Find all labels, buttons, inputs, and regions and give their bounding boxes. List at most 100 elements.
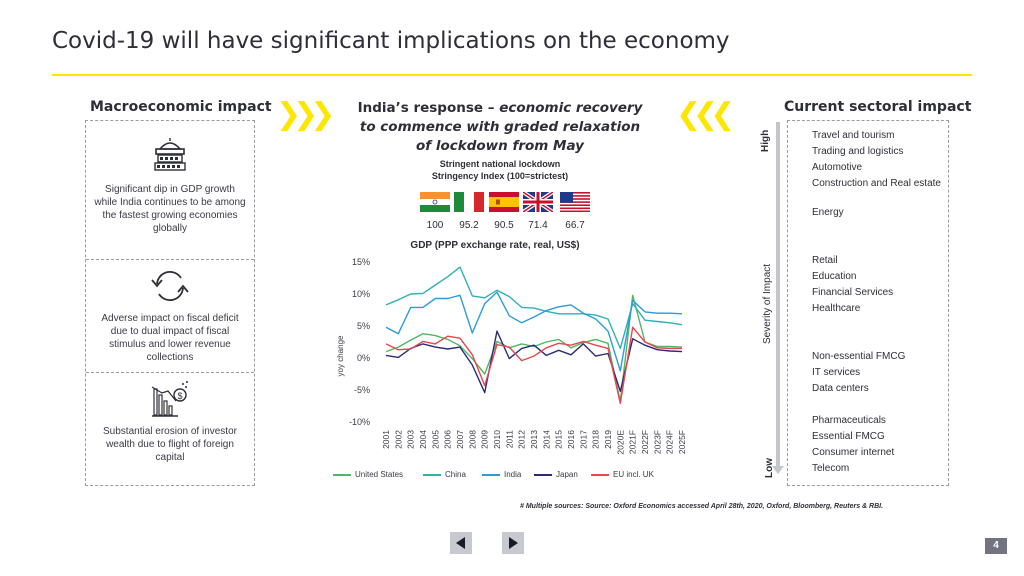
source-footnote: # Multiple sources: Source: Oxford Econo… [520, 503, 884, 510]
x-tick-label: 2011 [504, 430, 514, 449]
chevron-left-icon: ❮❮❮ [676, 97, 735, 132]
y-tick-label: -5% [354, 385, 370, 395]
next-slide-button[interactable] [502, 532, 524, 554]
macro-item-text: Adverse impact on fiscal deficit due to … [101, 313, 239, 363]
x-tick-label: 2007 [455, 430, 465, 449]
legend-item-us: United States [333, 470, 403, 479]
macro-item-investor: $ Substantial erosion of investor wealth… [86, 373, 254, 485]
severity-low-label: Low [764, 458, 775, 478]
slide-title: Covid-19 will have significant implicati… [52, 28, 730, 54]
bank-icon [154, 138, 186, 171]
series-line [385, 326, 682, 405]
legend-swatch [423, 473, 441, 476]
title-rule [52, 74, 972, 76]
sector-item: IT services [812, 367, 861, 378]
india-flag-icon [420, 192, 450, 212]
sector-item: Non-essential FMCG [812, 351, 906, 362]
x-tick-label: 2005 [430, 430, 440, 449]
severity-axis [776, 122, 780, 468]
x-tick-label: 2018 [591, 430, 601, 449]
x-tick-label: 2022F [640, 430, 650, 454]
sector-item: Data centers [812, 383, 869, 394]
x-tick-label: 2009 [480, 430, 490, 449]
sector-item: Pharmaceuticals [812, 415, 886, 426]
response-heading: India’s response – economic recovery to … [355, 99, 645, 156]
refresh-cycle-icon [151, 271, 189, 301]
legend-swatch [534, 473, 552, 476]
stringency-value: 71.4 [528, 220, 548, 231]
x-tick-label: 2002 [393, 430, 403, 449]
x-tick-label: 2014 [541, 430, 551, 449]
stringency-title: Stringent national lockdown Stringency I… [380, 158, 620, 182]
falling-bars-dollar-icon: $ [151, 381, 188, 417]
x-tick-label: 2012 [517, 430, 527, 449]
sector-item: Construction and Real estate [812, 178, 941, 189]
y-tick-label: 5% [357, 321, 370, 331]
stringency-value: 100 [426, 220, 444, 231]
series-line [385, 291, 683, 372]
y-tick-label: -10% [349, 417, 370, 427]
chevron-right-icon: ❯❯❯ [276, 97, 335, 132]
macro-heading: Macroeconomic impact [90, 99, 272, 115]
lockdown-title: Stringent national lockdown [439, 159, 561, 169]
legend-label: Japan [556, 470, 578, 479]
x-tick-label: 2016 [566, 430, 576, 449]
sector-item: Consumer internet [812, 447, 895, 458]
x-tick-label: 2020E [615, 430, 625, 455]
series-line [385, 294, 683, 403]
svg-text:$: $ [177, 391, 182, 401]
stringency-value: 90.5 [494, 220, 514, 231]
x-tick-label: 2021F [628, 430, 638, 454]
sector-item: Trading and logistics [812, 146, 904, 157]
legend-swatch [591, 473, 609, 476]
stringency-value: 66.7 [565, 220, 585, 231]
legend-item-japan: Japan [534, 470, 578, 479]
legend-item-india: India [482, 470, 521, 479]
italy-flag-icon [454, 192, 484, 212]
x-tick-label: 2004 [418, 430, 428, 449]
page-number: 4 [985, 538, 1007, 554]
legend-label: United States [355, 470, 404, 479]
x-tick-label: 2013 [529, 430, 539, 449]
legend-swatch [482, 473, 500, 476]
x-tick-label: 2025F [677, 430, 687, 454]
macro-item-gdp: Significant dip in GDP growth while Indi… [86, 121, 254, 260]
x-tick-label: 2001 [381, 430, 391, 449]
prev-slide-button[interactable] [450, 532, 472, 554]
sector-item: Retail [812, 255, 838, 266]
stringency-value: 95.2 [459, 220, 479, 231]
x-tick-label: 2006 [443, 430, 453, 449]
spain-flag-icon [489, 192, 519, 212]
series-line [385, 330, 683, 394]
x-tick-label: 2023F [652, 430, 662, 454]
triangle-right-icon [509, 537, 518, 549]
sector-item: Essential FMCG [812, 431, 885, 442]
legend-label: EU incl. UK [613, 470, 654, 479]
arrow-down-icon [772, 466, 784, 474]
macro-item-text: Substantial erosion of investor wealth d… [103, 426, 237, 463]
x-tick-label: 2019 [603, 430, 613, 449]
legend-label: China [445, 470, 466, 479]
sector-item: Financial Services [812, 287, 894, 298]
y-tick-label: 10% [352, 289, 370, 299]
macro-panel: Significant dip in GDP growth while Indi… [85, 120, 255, 486]
index-title: Stringency Index (100=strictest) [431, 171, 569, 181]
y-tick-label: 15% [352, 257, 370, 267]
sector-item: Telecom [812, 463, 850, 474]
x-tick-label: 2003 [406, 430, 416, 449]
x-tick-label: 2010 [492, 430, 502, 449]
sector-item: Automotive [812, 162, 863, 173]
us-flag-icon [560, 192, 590, 212]
legend-item-china: China [423, 470, 466, 479]
response-heading-plain: India’s response – [357, 100, 500, 116]
x-tick-label: 2008 [467, 430, 477, 449]
legend-item-eu: EU incl. UK [591, 470, 654, 479]
chart-title: GDP (PPP exchange rate, real, US$) [410, 240, 580, 251]
sector-item: Education [812, 271, 857, 282]
y-tick-label: 0% [357, 353, 370, 363]
severity-axis-label: Severity of Impact [762, 263, 773, 344]
severity-high-label: High [760, 129, 771, 152]
x-tick-label: 2015 [554, 430, 564, 449]
sector-item: Energy [812, 207, 844, 218]
